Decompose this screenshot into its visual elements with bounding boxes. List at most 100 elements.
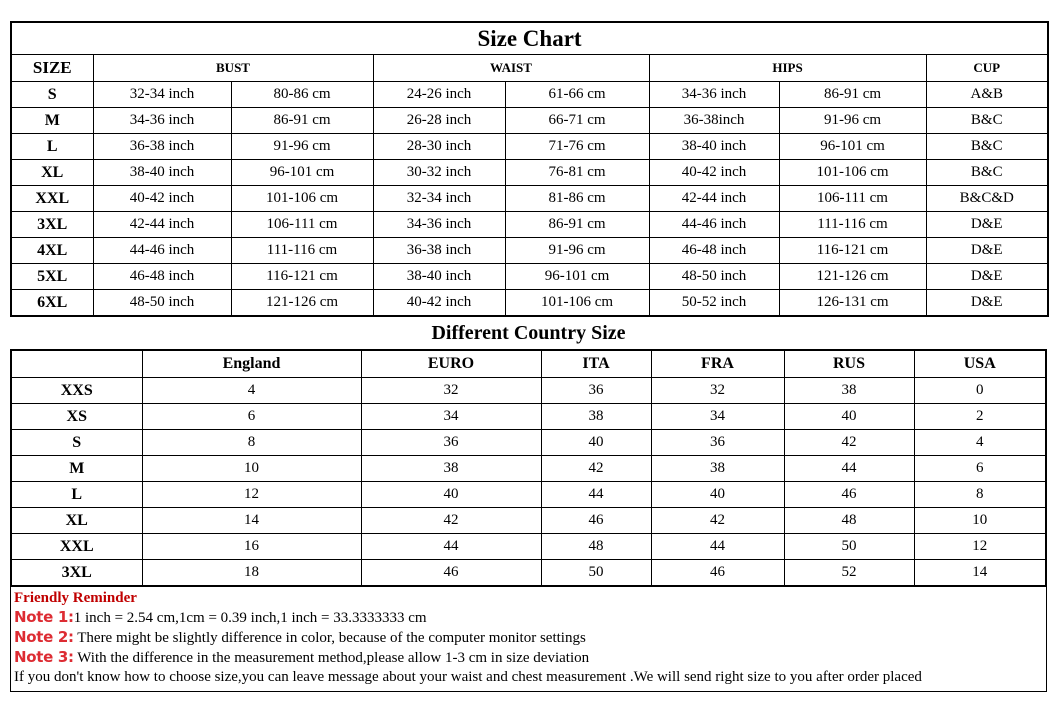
col-header-rus: RUS xyxy=(783,349,915,378)
value-cell: 34-36 inch xyxy=(648,81,780,108)
table-row: XS 6 34 38 34 40 2 xyxy=(10,403,1047,430)
value-cell: 86-91 cm xyxy=(504,211,650,238)
value-cell: 48 xyxy=(540,533,652,560)
value-cell: 34 xyxy=(650,403,785,430)
value-cell: 24-26 inch xyxy=(372,81,506,108)
value-cell: 36 xyxy=(650,429,785,456)
table-row: XXL 40-42 inch 101-106 cm 32-34 inch 81-86 c… xyxy=(10,185,1049,212)
friendly-reminder-title: Friendly Reminder xyxy=(14,590,137,606)
value-cell: 10 xyxy=(913,507,1047,534)
value-cell: 12 xyxy=(141,481,362,508)
table-row: L 12 40 44 40 46 8 xyxy=(10,481,1047,508)
col-header-size: SIZE xyxy=(10,54,94,82)
value-cell: 40-42 inch xyxy=(648,159,780,186)
size-label-cell: 3XL xyxy=(10,211,94,238)
value-cell: 111-116 cm xyxy=(778,211,927,238)
value-cell: 38 xyxy=(540,403,652,430)
table-row: XL 38-40 inch 96-101 cm 30-32 inch 76-81 cm 4… xyxy=(10,159,1049,186)
value-cell: D&E xyxy=(925,237,1049,264)
value-cell: 91-96 cm xyxy=(504,237,650,264)
value-cell: 101-106 cm xyxy=(504,289,650,317)
value-cell: 42 xyxy=(650,507,785,534)
size-label-cell: S xyxy=(10,429,143,456)
value-cell: 48-50 inch xyxy=(648,263,780,290)
col-header-usa: USA xyxy=(913,349,1047,378)
value-cell: 36-38inch xyxy=(648,107,780,134)
table-row: XXL 16 44 48 44 50 12 xyxy=(10,533,1047,560)
table-row: M 10 38 42 38 44 6 xyxy=(10,455,1047,482)
size-label-cell: XXL xyxy=(10,185,94,212)
value-cell: 42 xyxy=(783,429,915,456)
value-cell: 96-101 cm xyxy=(504,263,650,290)
value-cell: 80-86 cm xyxy=(230,81,374,108)
value-cell: 18 xyxy=(141,559,362,587)
value-cell: 2 xyxy=(913,403,1047,430)
friendly-reminder-box: Friendly Reminder Note 1:1 inch = 2.54 c… xyxy=(10,587,1047,692)
value-cell: B&C&D xyxy=(925,185,1049,212)
size-label-cell: XS xyxy=(10,403,143,430)
value-cell: 6 xyxy=(913,455,1047,482)
value-cell: 26-28 inch xyxy=(372,107,506,134)
value-cell: 38-40 inch xyxy=(648,133,780,160)
size-label-cell: XL xyxy=(10,159,94,186)
note-line-1: Note 1:1 inch = 2.54 cm,1cm = 0.39 inch,… xyxy=(14,608,1043,628)
value-cell: 96-101 cm xyxy=(230,159,374,186)
col-header-euro: EURO xyxy=(360,349,542,378)
note-3-label: Note 3: xyxy=(14,648,74,666)
table-row: XL 14 42 46 42 48 10 xyxy=(10,507,1047,534)
value-cell: 36 xyxy=(540,377,652,404)
value-cell: B&C xyxy=(925,159,1049,186)
value-cell: 48 xyxy=(783,507,915,534)
value-cell: 16 xyxy=(141,533,362,560)
size-label-cell: S xyxy=(10,81,94,108)
value-cell: 36-38 inch xyxy=(372,237,506,264)
value-cell: 50 xyxy=(540,559,652,587)
size-label-cell: L xyxy=(10,481,143,508)
value-cell: A&B xyxy=(925,81,1049,108)
value-cell: 91-96 cm xyxy=(230,133,374,160)
table-row: 4XL 44-46 inch 111-116 cm 36-38 inch 91-96 c… xyxy=(10,237,1049,264)
value-cell: 126-131 cm xyxy=(778,289,927,317)
value-cell: 101-106 cm xyxy=(778,159,927,186)
value-cell: 34-36 inch xyxy=(92,107,232,134)
value-cell: 30-32 inch xyxy=(372,159,506,186)
value-cell: 36-38 inch xyxy=(92,133,232,160)
value-cell: 6 xyxy=(141,403,362,430)
note-2-text: There might be slightly difference in co… xyxy=(73,630,586,646)
value-cell: 36 xyxy=(360,429,542,456)
value-cell: 46 xyxy=(650,559,785,587)
value-cell: 76-81 cm xyxy=(504,159,650,186)
table-row: 6XL 48-50 inch 121-126 cm 40-42 inch 101-106… xyxy=(10,289,1049,317)
col-header-fra: FRA xyxy=(650,349,785,378)
value-cell: 46 xyxy=(783,481,915,508)
value-cell: 38-40 inch xyxy=(92,159,232,186)
value-cell: 32-34 inch xyxy=(92,81,232,108)
value-cell: 38-40 inch xyxy=(372,263,506,290)
value-cell: 111-116 cm xyxy=(230,237,374,264)
value-cell: D&E xyxy=(925,211,1049,238)
note-line-3: Note 3: With the difference in the measu… xyxy=(14,648,1043,668)
value-cell: D&E xyxy=(925,263,1049,290)
value-cell: 44 xyxy=(783,455,915,482)
country-size-header-row: England EURO ITA FRA RUS USA xyxy=(10,349,1047,378)
value-cell: 86-91 cm xyxy=(230,107,374,134)
size-label-cell: M xyxy=(10,107,94,134)
size-label-cell: 5XL xyxy=(10,263,94,290)
size-chart-body: S 32-34 inch 80-86 cm 24-26 inch 61-66 cm 34-… xyxy=(10,81,1049,317)
size-label-cell: XXS xyxy=(10,377,143,404)
size-chart-table: Size Chart SIZE BUST WAIST HIPS CUP S 32-… xyxy=(10,21,1049,317)
value-cell: 12 xyxy=(913,533,1047,560)
value-cell: 4 xyxy=(141,377,362,404)
table-row: 3XL 42-44 inch 106-111 cm 34-36 inch 86-91 c… xyxy=(10,211,1049,238)
value-cell: 66-71 cm xyxy=(504,107,650,134)
value-cell: 8 xyxy=(141,429,362,456)
value-cell: 44 xyxy=(360,533,542,560)
note-3-text: With the difference in the measurement m… xyxy=(73,650,590,666)
table-row: S 32-34 inch 80-86 cm 24-26 inch 61-66 cm 34-… xyxy=(10,81,1049,108)
size-chart-title: Size Chart xyxy=(10,21,1049,55)
col-header-blank xyxy=(10,349,143,378)
country-size-body: XXS 4 32 36 32 38 0 XS 6 34 38 34 40 2 S 8 36 40 36 42 4 M 10 3… xyxy=(10,377,1047,587)
value-cell: 0 xyxy=(913,377,1047,404)
value-cell: 46-48 inch xyxy=(648,237,780,264)
